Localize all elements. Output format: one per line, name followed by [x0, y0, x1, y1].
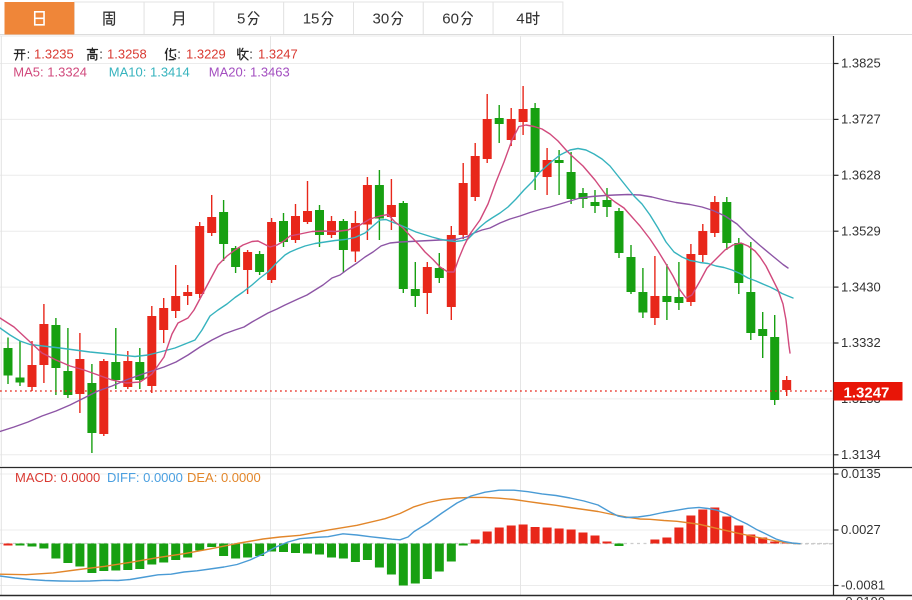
svg-text:1.3628: 1.3628 — [841, 168, 881, 183]
svg-text:MACD: 0.0000: MACD: 0.0000 — [15, 470, 100, 485]
svg-text:30: 30 — [373, 11, 390, 28]
svg-text:MA5: 1.3324: MA5: 1.3324 — [13, 65, 87, 80]
svg-text:15: 15 — [303, 11, 320, 28]
svg-text:1.3727: 1.3727 — [841, 112, 881, 127]
svg-text:1.3332: 1.3332 — [841, 335, 881, 350]
svg-text:1.3247: 1.3247 — [844, 385, 890, 402]
svg-text:-0.0190: -0.0190 — [841, 594, 885, 600]
svg-text:1.3247: 1.3247 — [258, 46, 298, 61]
svg-text:MA10: 1.3414: MA10: 1.3414 — [109, 65, 190, 80]
svg-text:1.3229: 1.3229 — [186, 46, 226, 61]
svg-text::: : — [99, 46, 103, 61]
svg-text:5: 5 — [237, 11, 245, 28]
svg-text:1.3235: 1.3235 — [34, 46, 74, 61]
svg-text:60: 60 — [442, 11, 459, 28]
svg-text::: : — [249, 46, 253, 61]
svg-text:DEA: 0.0000: DEA: 0.0000 — [187, 470, 261, 485]
svg-text::: : — [27, 46, 31, 61]
svg-text::: : — [177, 46, 181, 61]
svg-text:0.0135: 0.0135 — [841, 466, 881, 481]
svg-text:1.3134: 1.3134 — [841, 447, 881, 462]
svg-text:1.3825: 1.3825 — [841, 56, 881, 71]
svg-text:MA20: 1.3463: MA20: 1.3463 — [209, 65, 290, 80]
svg-text:1.3529: 1.3529 — [841, 223, 881, 238]
svg-text:DIFF: 0.0000: DIFF: 0.0000 — [107, 470, 183, 485]
svg-text:1.3430: 1.3430 — [841, 279, 881, 294]
svg-text:1.3258: 1.3258 — [107, 46, 147, 61]
svg-text:4: 4 — [516, 11, 524, 28]
svg-text:-0.0081: -0.0081 — [841, 578, 885, 593]
svg-text:0.0027: 0.0027 — [841, 522, 881, 537]
